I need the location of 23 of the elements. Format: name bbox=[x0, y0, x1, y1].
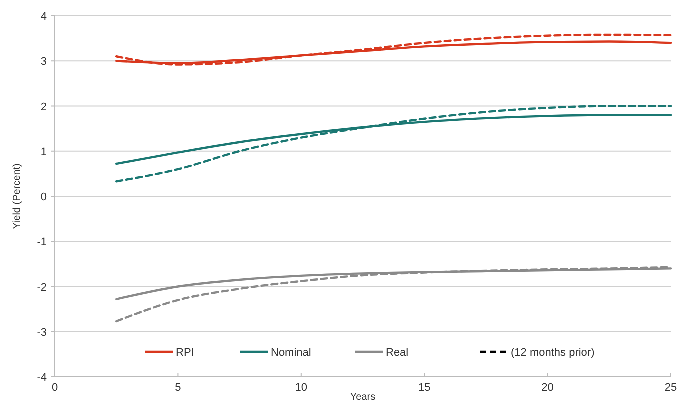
y-tick-label: -2 bbox=[37, 282, 47, 294]
y-tick-label: -3 bbox=[37, 326, 47, 339]
x-tick-label: 20 bbox=[542, 382, 554, 394]
legend-label: Nominal bbox=[271, 347, 312, 360]
annotation: (12 months prior) bbox=[511, 347, 595, 360]
x-tick-label: 5 bbox=[175, 382, 182, 394]
x-tick-label: 15 bbox=[418, 382, 431, 394]
y-tick-label: 1 bbox=[40, 146, 47, 158]
y-tick-label: -1 bbox=[37, 236, 47, 249]
x-tick-label: 0 bbox=[52, 382, 58, 394]
legend-label: Real bbox=[386, 347, 409, 360]
y-tick-label: -4 bbox=[37, 372, 47, 384]
line-series bbox=[116, 105, 672, 183]
y-tick-label: 3 bbox=[40, 56, 47, 68]
y-tick-label: 2 bbox=[40, 101, 47, 114]
y-tick-label: 4 bbox=[40, 11, 47, 23]
y-tick-label: 0 bbox=[40, 192, 47, 204]
x-tick-label: 25 bbox=[664, 382, 678, 394]
y-axis-title: Yield (Percent) bbox=[12, 164, 23, 230]
line-series bbox=[116, 34, 672, 66]
x-tick-label: 10 bbox=[295, 382, 308, 394]
legend-label: RPI bbox=[176, 347, 194, 360]
x-axis-title: Years bbox=[350, 392, 376, 401]
